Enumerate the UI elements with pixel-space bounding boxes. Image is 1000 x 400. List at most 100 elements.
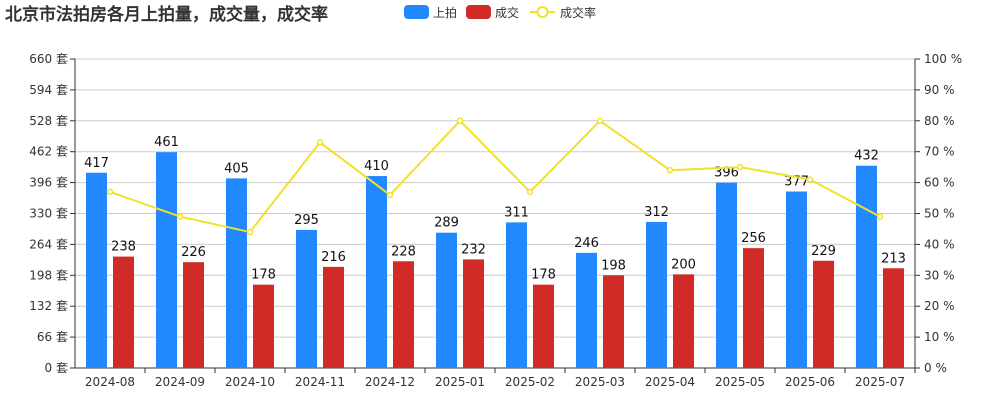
bar-sold — [533, 284, 554, 368]
y-left-tick-label: 528 套 — [29, 114, 68, 128]
data-label-listed: 295 — [294, 213, 319, 228]
data-label-listed: 417 — [84, 156, 109, 171]
data-label-listed: 311 — [504, 205, 529, 220]
bar-listed — [786, 191, 807, 368]
y-left-tick-label: 132 套 — [29, 299, 68, 313]
bar-sold — [883, 268, 904, 368]
bar-sold — [673, 274, 694, 368]
bar-listed — [436, 232, 457, 368]
data-label-listed: 461 — [154, 135, 179, 150]
data-label-sold: 226 — [181, 245, 206, 260]
data-label-sold: 200 — [671, 257, 696, 272]
legend-label-listed: 上拍 — [433, 5, 457, 20]
data-label-sold: 228 — [391, 244, 416, 259]
x-tick-label: 2024-11 — [295, 375, 345, 389]
y-left-tick-label: 66 套 — [37, 330, 68, 344]
bar-listed — [716, 182, 737, 368]
y-left-tick-label: 660 套 — [29, 52, 68, 66]
bar-listed — [296, 229, 317, 368]
bar-listed — [856, 165, 877, 368]
x-tick-label: 2025-04 — [645, 375, 695, 389]
x-tick-label: 2024-08 — [85, 375, 135, 389]
data-label-listed: 405 — [224, 161, 249, 176]
data-label-sold: 178 — [251, 268, 276, 283]
bar-sold — [113, 256, 134, 368]
chart-title: 北京市法拍房各月上拍量，成交量，成交率 — [5, 4, 328, 25]
data-label-sold: 178 — [531, 268, 556, 283]
data-label-sold: 232 — [461, 242, 486, 257]
data-label-sold: 256 — [741, 231, 766, 246]
rate-point — [456, 117, 464, 125]
y-right-tick-label: 30 % — [924, 268, 955, 282]
y-right-tick-label: 100 % — [924, 52, 962, 66]
x-tick-label: 2025-01 — [435, 375, 485, 389]
rate-point — [316, 139, 324, 146]
y-right-tick-label: 0 % — [924, 361, 947, 375]
legend-swatch-listed — [404, 5, 429, 19]
x-tick-label: 2025-03 — [575, 375, 625, 389]
x-tick-label: 2024-09 — [155, 375, 205, 389]
y-left-tick-label: 462 套 — [29, 145, 68, 159]
data-label-listed: 432 — [854, 149, 879, 164]
bar-listed — [86, 172, 107, 368]
bar-sold — [183, 262, 204, 368]
bar-sold — [813, 260, 834, 368]
y-right-tick-label: 60 % — [924, 176, 955, 190]
bar-listed — [646, 221, 667, 368]
y-left-tick-label: 264 套 — [29, 237, 68, 251]
data-label-sold: 238 — [111, 240, 136, 255]
y-right-tick-label: 10 % — [924, 330, 955, 344]
bar-sold — [463, 259, 484, 368]
y-right-tick-label: 40 % — [924, 237, 955, 251]
data-label-sold: 198 — [601, 258, 626, 273]
bar-listed — [576, 252, 597, 368]
data-label-sold: 229 — [811, 244, 836, 259]
rate-point — [176, 213, 184, 220]
y-left-tick-label: 594 套 — [29, 83, 68, 97]
rate-line — [109, 119, 881, 234]
rate-point — [386, 191, 394, 199]
legend-marker-rate — [536, 6, 549, 18]
y-right-tick-label: 90 % — [924, 83, 955, 97]
bar-sold — [393, 261, 414, 368]
rate-point — [596, 117, 604, 125]
bar-listed — [226, 178, 247, 368]
bar-sold — [253, 284, 274, 368]
x-tick-label: 2024-12 — [365, 375, 415, 389]
y-right-tick-label: 50 % — [924, 207, 955, 221]
rate-point — [736, 163, 744, 171]
bar-sold — [323, 266, 344, 368]
y-left-tick-label: 396 套 — [29, 176, 68, 190]
rate-point — [666, 166, 674, 174]
y-left-tick-label: 330 套 — [29, 207, 68, 221]
y-right-tick-label: 70 % — [924, 145, 955, 159]
y-right-tick-label: 80 % — [924, 114, 955, 128]
data-label-listed: 312 — [644, 205, 669, 220]
rate-point — [246, 228, 254, 236]
y-left-tick-label: 198 套 — [29, 268, 68, 282]
data-label-sold: 216 — [321, 250, 346, 265]
rate-point — [876, 213, 884, 220]
x-tick-label: 2025-06 — [785, 375, 835, 389]
rate-point — [806, 176, 814, 183]
x-tick-label: 2024-10 — [225, 375, 275, 389]
x-tick-label: 2025-07 — [855, 375, 905, 389]
bar-listed — [366, 176, 387, 368]
x-tick-label: 2025-05 — [715, 375, 765, 389]
rate-point — [106, 188, 114, 196]
legend-label-rate: 成交率 — [560, 5, 596, 20]
data-label-listed: 246 — [574, 236, 599, 251]
y-right-tick-label: 20 % — [924, 299, 955, 313]
legend-label-sold: 成交 — [495, 5, 519, 20]
bar-sold — [603, 275, 624, 368]
bar-sold — [743, 248, 764, 368]
y-left-tick-label: 0 套 — [45, 361, 68, 375]
legend-swatch-sold — [466, 5, 491, 19]
data-label-listed: 396 — [714, 166, 739, 181]
data-label-sold: 213 — [881, 251, 906, 266]
data-label-listed: 410 — [364, 159, 389, 174]
rate-point — [526, 188, 534, 196]
bar-listed — [156, 152, 177, 368]
x-tick-label: 2025-02 — [505, 375, 555, 389]
